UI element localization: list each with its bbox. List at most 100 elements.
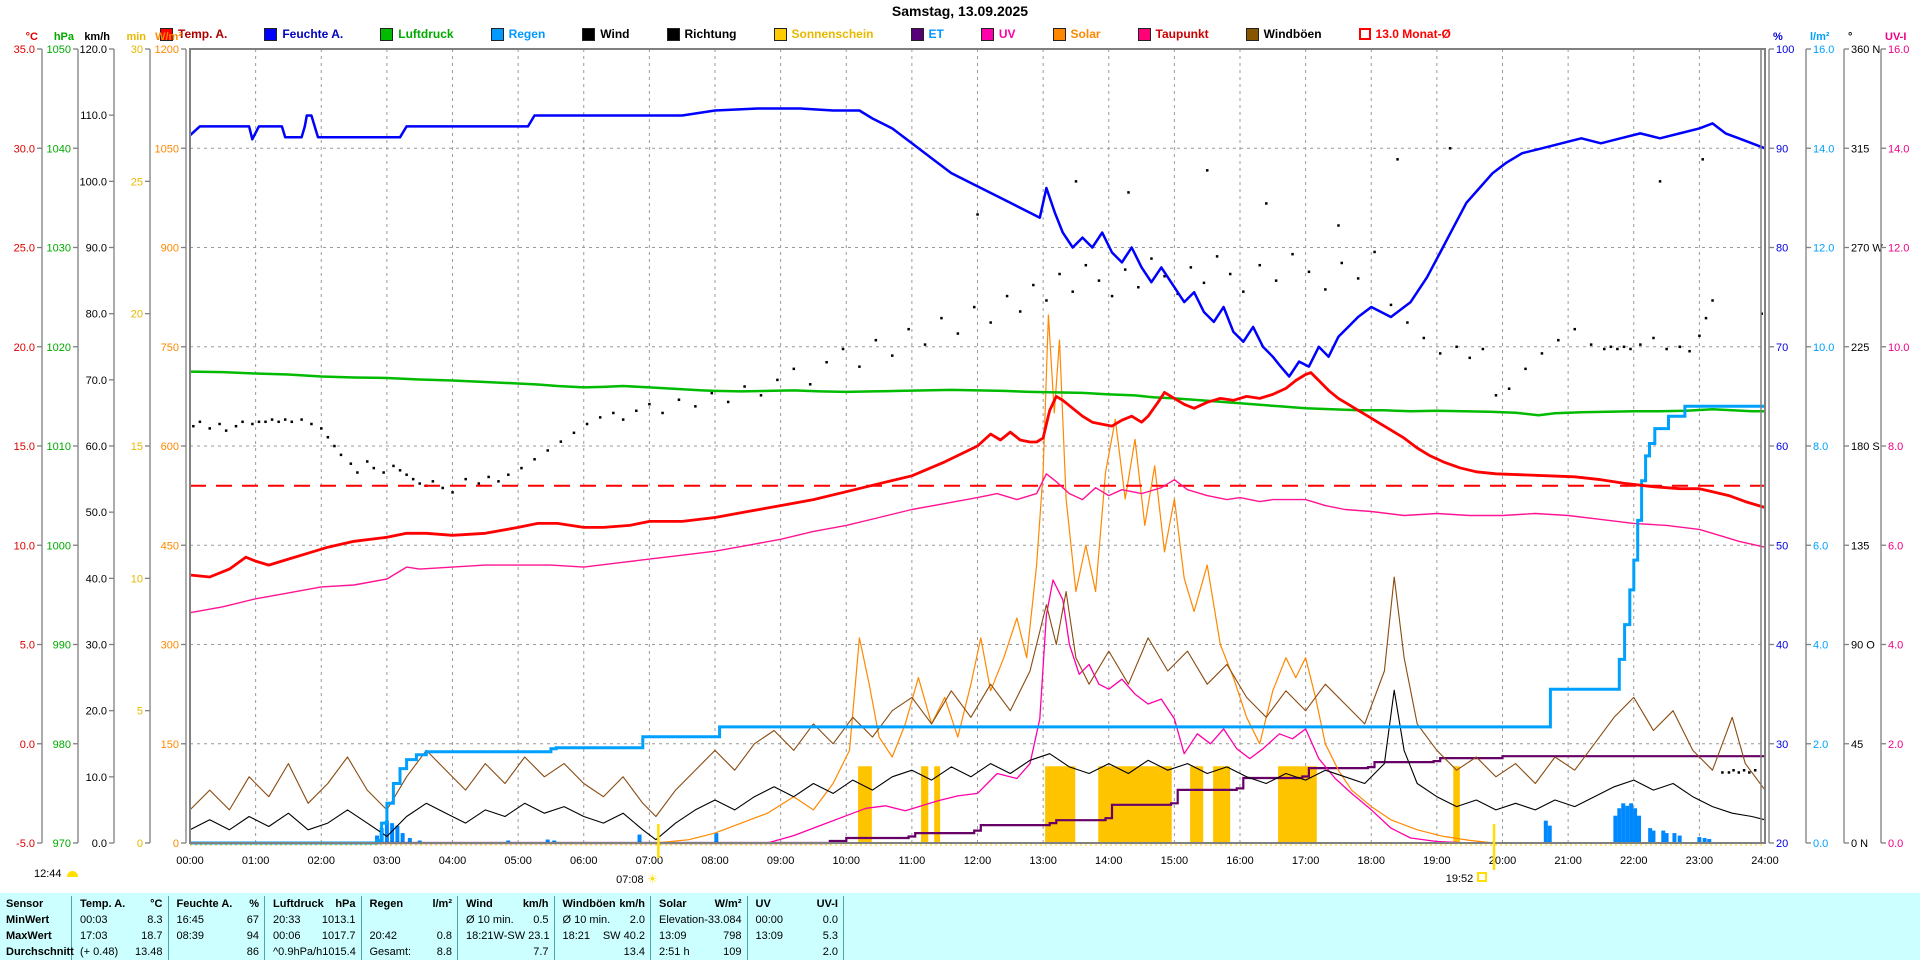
axis-label: 15:00 [1161,855,1189,867]
axis-label: 09:00 [767,855,795,867]
axis-label: l/m² [1810,31,1830,43]
axis-label: hPa [54,31,75,43]
axis-label: 110.0 [80,110,107,122]
legend-item-feuchte-a-: Feuchte A. [264,27,343,41]
weather-chart: 35.030.025.020.015.010.05.00.0-5.0°C1050… [14,31,1909,870]
axis-label: 1050 [155,143,179,155]
series-regen-summe [190,404,1765,845]
axis-label: 12.0 [1813,243,1834,255]
axis-label: 1050 [47,44,71,56]
legend-label: Luftdruck [398,27,454,41]
table-header-Temp. A.: Temp. A. °C [72,896,169,912]
legend-item-solar: Solar [1052,27,1101,41]
legend-bar: Temp. A. Feuchte A. Luftdruck Regen Wind Rich… [160,27,1451,41]
legend-label: Regen [508,27,546,41]
noon-marker-time: 12:44 [34,868,62,880]
axis-label: 270 W [1851,243,1883,255]
axis-label: 14.0 [1813,143,1834,155]
series-wind [189,689,1766,841]
axis-label: 80 [1776,243,1788,255]
axis-label: 07:00 [636,855,664,867]
axis-label: 30 [1776,739,1788,751]
axis-label: % [1773,31,1783,43]
axis-label: 12:00 [964,855,992,867]
axis-label: 16.0 [1888,44,1909,56]
axis-label: 0 [137,838,143,850]
table-cell-max: 13:09 5.3 [748,928,844,944]
series-uv [190,579,1765,844]
series-luftdruck [189,370,1765,417]
legend-label: Solar [1070,27,1101,41]
axis-label: 04:00 [439,855,467,867]
axis-label: 360 N [1851,44,1880,56]
legend-label: Wind [600,27,630,41]
axis-label: 50 [1776,540,1788,552]
axis-label: 970 [53,838,71,850]
axis-label: 1010 [47,441,71,453]
axis-label: 21:00 [1554,855,1582,867]
table-cell-min: Ø 10 min. 2.0 [555,912,651,928]
sunset-marker-time: 19:52 [1445,873,1474,885]
axis-label: ° [1848,31,1852,43]
series-taupunkt [189,473,1766,614]
axis-label: 90 [1776,143,1788,155]
axis-label: 300 [161,640,179,652]
series-temperatur [189,371,1766,579]
axis-label: 15.0 [14,441,35,453]
sunset-marker: 19:52 [1446,872,1488,885]
axis-label: 15 [131,441,143,453]
noon-marker: 12:44 [34,868,78,880]
axis-label: min [126,31,146,43]
axis-label: 10.0 [14,540,35,552]
table-cell-max: 18:21 SW 40.2 [555,928,651,944]
axis-label: 01:00 [242,855,270,867]
axis-label: 60.0 [86,441,107,453]
legend-item-richtung: Richtung [666,27,737,41]
axis-label: 900 [161,243,179,255]
axis-label: 35.0 [14,44,35,56]
axis-label: 4.0 [1813,640,1828,652]
axis-label: 19:00 [1423,855,1451,867]
legend-label: 13.0 Monat-Ø [1375,27,1451,41]
axis-label: 25.0 [14,243,35,255]
axis-label: 10 [131,573,143,585]
table-cell-avg: 86 [169,944,265,960]
axis-label: 1000 [47,540,71,552]
table-rowlabel: Durchschnitt [0,944,74,960]
table-header-Regen: Regen l/m² [362,896,458,912]
axis-label: 80.0 [86,309,107,321]
axis-label: 70.0 [86,375,107,387]
axis-label: 20:00 [1489,855,1517,867]
axis-label: 600 [161,441,179,453]
axis-label: 23:00 [1686,855,1714,867]
legend-label: Temp. A. [178,27,228,41]
axis-label: 0 N [1851,838,1868,850]
axis-label: 10.0 [1813,342,1834,354]
legend-swatch-icon [160,27,173,41]
table-cell-max: 08:39 94 [169,928,265,944]
sunrise-marker-time: 07:08 [616,874,644,886]
axis-label: 1040 [47,143,71,155]
table-header-Windböen: Windböen km/h [555,896,651,912]
axis-label: 70 [1776,342,1788,354]
axis-label: km/h [84,31,110,43]
legend-item-wind: Wind [582,27,630,41]
axis-label: 2.0 [1813,739,1828,751]
legend-swatch-icon [910,27,924,41]
legend-item-et: ET [910,27,944,41]
axis-label: 6.0 [1813,540,1828,552]
axis-label: 00:00 [176,855,204,867]
legend-item-temp-a-: Temp. A. [160,27,227,41]
axis-label: 30 [131,44,143,56]
axis-label: -5.0 [16,838,35,850]
axis-label: 1200 [155,44,179,56]
table-cell-avg: 7.7 [458,944,555,960]
legend-swatch-icon [1358,28,1371,40]
axis-label: 16.0 [1813,44,1834,56]
axis-UV-I: 16.0 14.0 12.0 10.0 8.0 6.0 4.0 2.0 0.0 UV-I [1880,31,1909,850]
legend-swatch-icon [380,27,394,41]
axis-hPa: 1050 1040 1030 1020 1010 1000 990 980 970 hPa [47,31,79,850]
axis-label: °C [26,31,38,43]
legend-label: UV [998,27,1016,41]
axis-label: 11:00 [899,855,926,867]
